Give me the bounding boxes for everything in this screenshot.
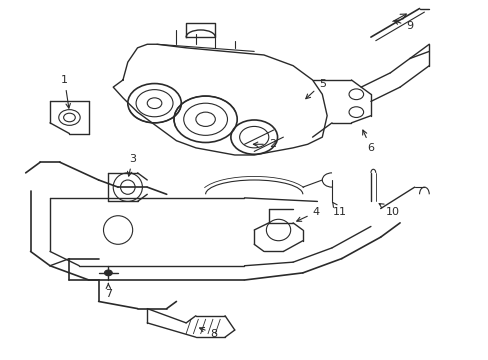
Text: 6: 6	[362, 130, 374, 153]
Circle shape	[104, 270, 112, 276]
Text: 11: 11	[332, 202, 346, 217]
Text: 3: 3	[127, 154, 136, 176]
Text: 10: 10	[378, 204, 399, 217]
Text: 2: 2	[253, 139, 275, 149]
Text: 7: 7	[104, 284, 112, 299]
Text: 5: 5	[305, 78, 325, 99]
Text: 4: 4	[296, 207, 319, 221]
Text: 8: 8	[199, 328, 217, 339]
Text: 9: 9	[393, 20, 412, 31]
Text: 1: 1	[61, 75, 70, 108]
